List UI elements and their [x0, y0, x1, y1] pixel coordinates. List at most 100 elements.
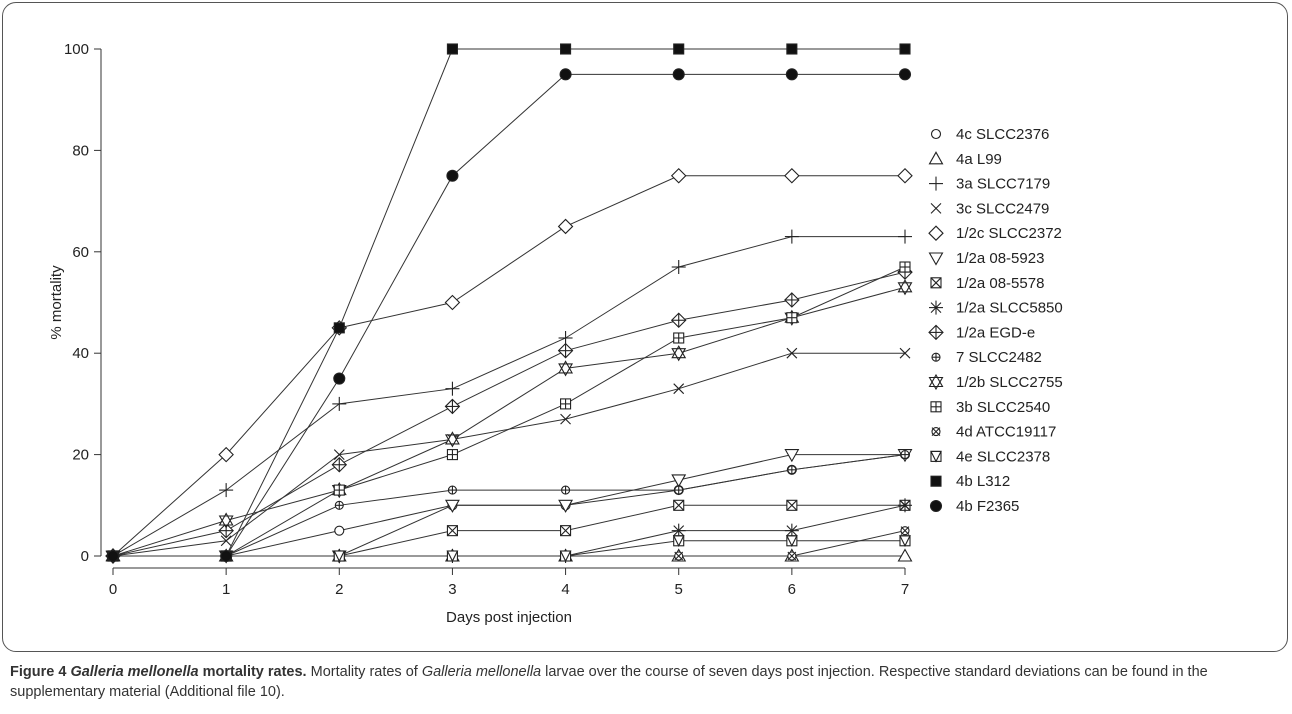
- series-line: [112, 236, 905, 557]
- data-point-marker-stroke: [899, 499, 911, 511]
- data-point-marker: [446, 550, 458, 562]
- legend-marker: [928, 376, 944, 391]
- data-point-marker: [559, 550, 572, 563]
- legend-label: 3c SLCC2479: [956, 200, 1049, 217]
- data-point-marker: [897, 167, 913, 184]
- series-line: [113, 48, 905, 557]
- series-line: [113, 540, 905, 557]
- data-point-marker: [446, 550, 459, 563]
- data-point-marker-stroke: [447, 525, 458, 537]
- legend-label: 4d ATCC19117: [956, 424, 1056, 441]
- legend-marker: [930, 475, 942, 487]
- data-point-marker: [784, 167, 800, 184]
- legend-marker: [928, 151, 944, 165]
- data-point-marker: [446, 169, 459, 182]
- data-point-marker: [784, 449, 800, 463]
- data-point-marker-stroke: [900, 526, 910, 536]
- x-tick-label: 3: [448, 581, 456, 598]
- legend-label: 1/2a EGD-e: [956, 324, 1035, 341]
- data-point-marker-stroke: [673, 383, 685, 395]
- legend-label: 3b SLCC2540: [956, 399, 1050, 416]
- data-point-marker-stroke: [333, 449, 345, 460]
- series-13: [107, 535, 911, 563]
- data-point-marker: [671, 474, 687, 488]
- series-line: [113, 73, 905, 557]
- data-point-marker: [671, 348, 687, 362]
- data-point-marker: [560, 550, 572, 562]
- x-tick-label: 5: [675, 581, 683, 598]
- legend-marker-stroke: [930, 302, 942, 313]
- data-point-marker-stroke: [560, 525, 571, 537]
- x-tick-label: 7: [901, 581, 909, 598]
- data-point-marker: [444, 294, 461, 311]
- data-point-marker: [333, 550, 345, 562]
- legend-marker-stroke: [930, 203, 942, 214]
- data-point-marker-stroke: [786, 499, 798, 511]
- legend-label: 4c SLCC2376: [956, 126, 1049, 143]
- y-tick-label: 20: [72, 447, 89, 464]
- legend-label: 1/2a SLCC5850: [956, 300, 1063, 317]
- series-line: [113, 266, 906, 557]
- data-point-marker: [560, 43, 572, 55]
- data-point-marker: [220, 549, 233, 563]
- data-point-marker: [786, 43, 798, 55]
- data-point-marker: [673, 535, 685, 547]
- data-point-marker-stroke: [787, 551, 797, 561]
- data-point-marker: [333, 322, 345, 334]
- legend-label: 1/2c SLCC2372: [956, 225, 1062, 242]
- data-point-marker: [897, 548, 913, 562]
- data-point-marker-stroke: [786, 347, 798, 359]
- data-point-marker: [672, 68, 685, 81]
- legend-label: 1/2b SLCC2755: [956, 374, 1063, 391]
- data-point-marker-stroke: [673, 499, 685, 511]
- data-point-marker: [446, 43, 458, 55]
- data-point-marker-stroke: [786, 525, 798, 537]
- legend-label: 4b L312: [956, 473, 1010, 490]
- legend-label: 1/2a 08-5923: [956, 250, 1044, 267]
- data-point-marker-stroke: [674, 551, 684, 561]
- data-point-marker: [557, 218, 574, 235]
- x-tick-label: 2: [335, 581, 343, 598]
- series-2: [106, 229, 912, 563]
- caption-species: Galleria mellonella: [421, 664, 542, 680]
- legend: 4c SLCC2376 4a L99 3a SLCC7179 3c SLCC2479 1…: [928, 126, 1063, 515]
- data-point-marker: [218, 515, 234, 529]
- x-tick-label: 6: [788, 581, 796, 598]
- data-point-marker-stroke: [899, 347, 911, 359]
- legend-marker: [930, 450, 942, 462]
- figure-caption: Figure 4 Galleria mellonella mortality r…: [10, 662, 1282, 702]
- legend-marker: [929, 499, 943, 513]
- series-15: [106, 68, 912, 563]
- data-point-marker: [444, 499, 460, 513]
- legend-marker-stroke: [931, 427, 941, 436]
- data-point-marker: [106, 549, 120, 563]
- data-point-marker: [786, 535, 798, 547]
- caption-text-1: Mortality rates of: [310, 664, 418, 680]
- data-point-marker: [333, 550, 346, 563]
- data-point-marker: [670, 167, 687, 184]
- legend-label: 3a SLCC7179: [956, 176, 1050, 193]
- data-point-marker: [897, 282, 913, 296]
- data-point-marker-stroke: [673, 525, 685, 537]
- caption-title-rest: mortality rates.: [202, 664, 307, 680]
- y-tick-label: 100: [64, 41, 89, 58]
- data-point-marker: [673, 43, 685, 55]
- legend-label: 4e SLCC2378: [956, 448, 1050, 465]
- series-line: [112, 271, 906, 557]
- caption-label: Figure 4: [10, 664, 67, 680]
- data-point-marker: [559, 68, 572, 81]
- data-point-marker: [558, 499, 574, 513]
- y-tick-label: 60: [72, 244, 89, 261]
- caption-text-2: larvae over the course of seven days pos…: [10, 664, 1208, 700]
- caption-species-title: Galleria mellonella: [70, 664, 199, 680]
- y-axis-title: % mortality: [48, 265, 65, 340]
- data-point-marker: [334, 525, 345, 536]
- data-point-marker: [898, 68, 912, 81]
- data-point-marker: [899, 43, 911, 55]
- data-point-marker: [558, 363, 574, 377]
- y-tick-label: 80: [72, 142, 89, 159]
- series-line: [112, 175, 905, 557]
- mortality-line-chart: 0 20 40 60 80 100 0 1 2 3 4 5 6 7 Days post injection%…: [48, 41, 1063, 626]
- data-point-marker: [218, 446, 234, 463]
